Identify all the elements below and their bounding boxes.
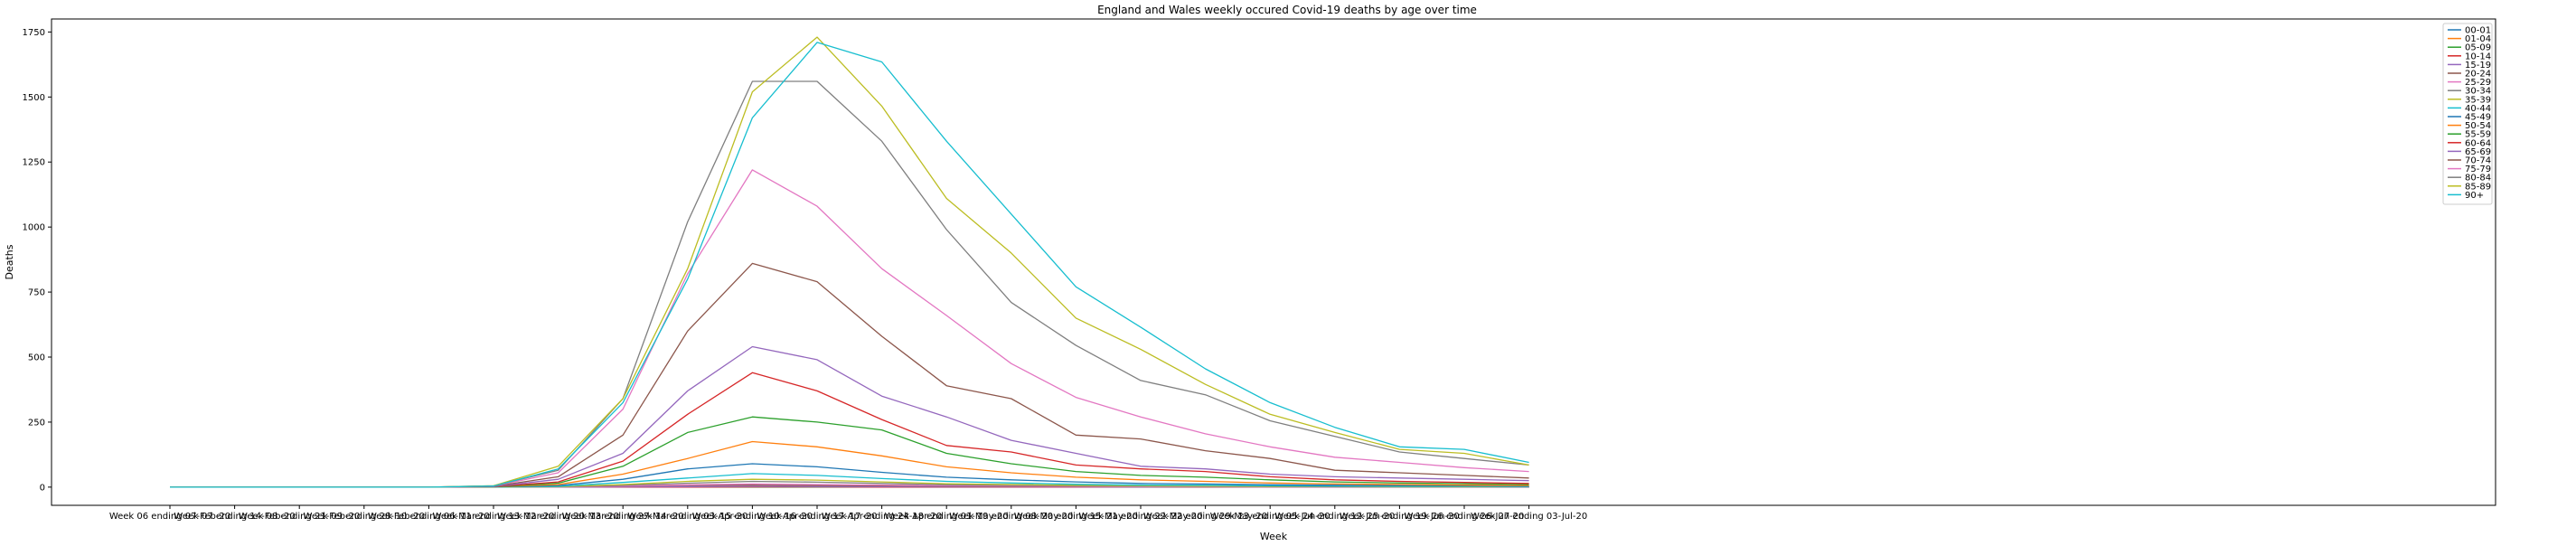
- legend-label: 00-01: [2465, 26, 2491, 36]
- y-tick-label: 250: [28, 418, 45, 428]
- x-tick-label: Week 20 ending 15-May-20: [1014, 512, 1138, 522]
- y-axis-label: Deaths: [4, 244, 15, 279]
- y-tick-label: 500: [28, 353, 45, 363]
- legend-label: 75-79: [2465, 165, 2491, 174]
- series-line-65-69: [170, 345, 1529, 488]
- x-tick-label: Week 16 ending 17-Apr-20: [757, 512, 877, 522]
- legend-label: 55-59: [2465, 130, 2491, 140]
- x-tick-label: Week 12 ending 20-Mar-20: [497, 512, 619, 522]
- legend-label: 80-84: [2465, 174, 2491, 184]
- plot-frame: [51, 18, 2496, 506]
- x-tick-label: Week 06 ending 07-Feb-20: [109, 512, 230, 522]
- legend-label: 70-74: [2465, 156, 2491, 166]
- legend-label: 20-24: [2465, 70, 2491, 80]
- legend-label: 65-69: [2465, 147, 2491, 157]
- y-tick-label: 0: [40, 483, 45, 493]
- legend-label: 60-64: [2465, 138, 2491, 148]
- legend-label: 90+: [2465, 191, 2484, 201]
- series-line-70-74: [170, 262, 1529, 488]
- legend-label: 10-14: [2465, 52, 2491, 61]
- legend-label: 30-34: [2465, 87, 2491, 97]
- legend-label: 45-49: [2465, 113, 2491, 123]
- x-tick-label: Week 19 ending 08-May-20: [949, 512, 1073, 522]
- y-tick-label: 1000: [23, 223, 45, 233]
- x-tick-label: Week 08 ending 21-Feb-20: [239, 512, 360, 522]
- legend-label: 85-89: [2465, 182, 2491, 192]
- legend-label: 05-09: [2465, 43, 2491, 53]
- x-tick-label: Week 17 ending 24-Apr-20: [822, 512, 942, 522]
- legend-box: [2442, 23, 2493, 205]
- x-tick-label: Week 24 ending 12-Jun-20: [1274, 512, 1395, 522]
- y-tick-label: 1250: [23, 158, 45, 168]
- y-tick-label: 1500: [23, 93, 45, 103]
- legend-label: 15-19: [2465, 61, 2491, 71]
- legend: 00-0101-0405-0910-1415-1920-2425-2930-34…: [2442, 23, 2493, 205]
- x-tick-label: Week 11 ending 13-Mar-20: [433, 512, 555, 522]
- x-tick-label: Week 10 ending 06-Mar-20: [368, 512, 490, 522]
- series-lines: [170, 36, 1529, 488]
- legend-label: 40-44: [2465, 104, 2491, 114]
- legend-label: 25-29: [2465, 78, 2491, 88]
- x-tick-label: Week 21 ending 22-May-20: [1078, 512, 1202, 522]
- chart-title: England and Wales weekly occured Covid-1…: [1097, 4, 1477, 16]
- x-tick-label: Week 25 ending 19-Jun-20: [1340, 512, 1460, 522]
- x-tick-label: Week 07 ending 14-Feb-20: [174, 512, 295, 522]
- x-tick-label: Week 15 ending 10-Apr-20: [692, 512, 813, 522]
- series-line-75-79: [170, 169, 1529, 488]
- x-tick-label: Week 27 ending 03-Jul-20: [1471, 512, 1587, 522]
- x-tick-label: Week 14 ending 03-Apr-20: [627, 512, 747, 522]
- series-line-85-89: [170, 36, 1529, 488]
- x-tick-label: Week 22 ending 29-May-20: [1143, 512, 1267, 522]
- series-line-50-54: [170, 440, 1529, 488]
- x-tick-label: Week 23 ending 05-Jun-20: [1210, 512, 1330, 522]
- y-axis-ticks: 0 250 500 750 1000 1250 1500 1750: [23, 28, 52, 493]
- x-tick-label: Week 26 ending 26-Jun-20: [1405, 512, 1525, 522]
- legend-label: 01-04: [2465, 34, 2491, 44]
- x-tick-label: Week 09 ending 28-Feb-20: [304, 512, 425, 522]
- x-tick-label: Week 18 ending 01-May-20: [885, 512, 1009, 522]
- legend-label: 35-39: [2465, 95, 2491, 105]
- x-tick-label: Week 13 ending 27-Mar-20: [562, 512, 684, 522]
- x-axis-label: Week: [1260, 531, 1288, 542]
- y-tick-label: 750: [28, 288, 45, 298]
- legend-label: 50-54: [2465, 121, 2491, 131]
- y-tick-label: 1750: [23, 28, 45, 38]
- series-line-90+: [170, 42, 1529, 488]
